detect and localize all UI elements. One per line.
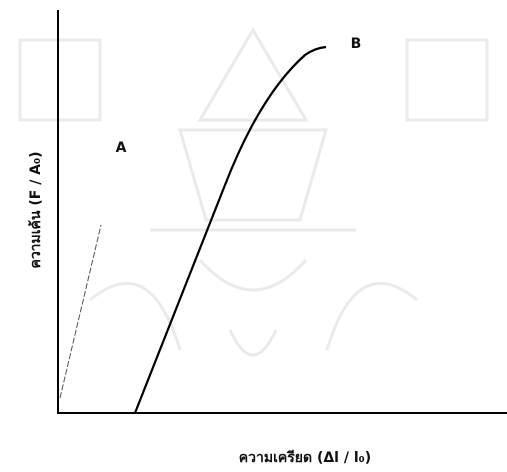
y-axis-label: ความเค้น (F / A₀): [28, 151, 44, 268]
curve-label: A: [116, 140, 127, 156]
curve-a: [59, 224, 102, 399]
curve-label: B: [351, 36, 362, 52]
watermark: [18, 27, 489, 357]
x-axis-label: ความเครียด (Δl / l₀): [239, 450, 371, 466]
curve-b: [133, 45, 327, 414]
